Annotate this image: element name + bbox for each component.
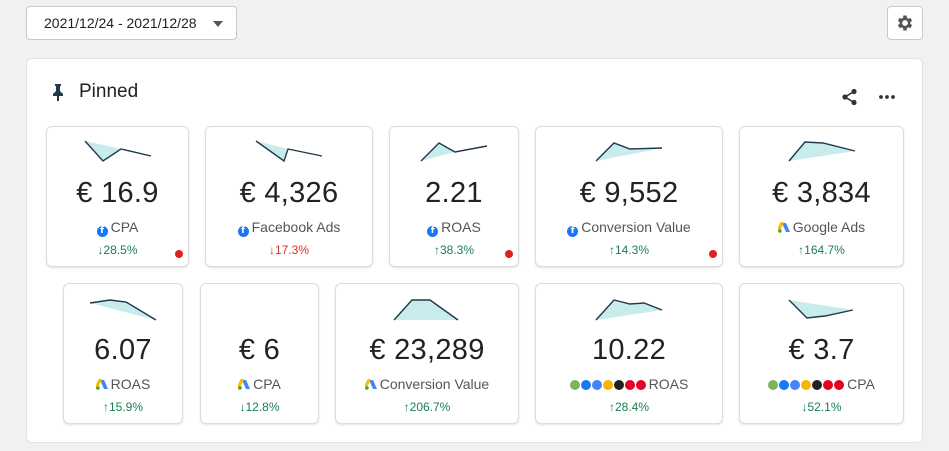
date-range-label: 2021/12/24 - 2021/12/28	[44, 15, 197, 31]
metric-change: ↑164.7%	[798, 243, 845, 257]
facebook-icon: f	[96, 226, 108, 237]
metric-change: ↓28.5%	[97, 243, 138, 257]
metric-label-text: ROAS	[648, 376, 689, 392]
facebook-icon: f	[567, 226, 579, 237]
metric-card[interactable]: € 16.9 f CPA ↓28.5%	[46, 126, 189, 267]
metric-label-text: Conversion Value	[379, 376, 490, 392]
metric-label-text: ROAS	[441, 219, 481, 235]
metric-change: ↓52.1%	[801, 400, 842, 414]
metric-change: ↑28.4%	[608, 400, 650, 414]
metric-change: ↑206.7%	[403, 400, 451, 414]
metric-label-text: Google Ads	[792, 219, 866, 235]
share-button[interactable]	[841, 88, 859, 111]
google-ads-icon	[236, 377, 251, 393]
pin-icon	[53, 84, 63, 101]
metric-card[interactable]: € 3.7 CPA ↓52.1%	[739, 283, 904, 424]
metric-label: f CPA	[47, 219, 188, 237]
metric-value: € 16.9	[76, 177, 159, 209]
metric-label: ROAS	[536, 376, 722, 392]
metric-change: ↑15.9%	[102, 400, 144, 414]
panel-header: Pinned	[51, 81, 138, 103]
metric-value: € 9,552	[579, 177, 679, 209]
more-options-button[interactable]	[878, 88, 896, 111]
metric-value: 2.21	[425, 177, 483, 209]
sparkline	[89, 299, 157, 321]
metric-card[interactable]: € 23,289 Conversion Value ↑206.7%	[335, 283, 519, 424]
more-horizontal-icon	[879, 95, 895, 99]
google-ads-icon	[776, 220, 790, 236]
multi-channel-icons	[768, 380, 845, 390]
metric-value: € 3,834	[772, 177, 871, 209]
sparkline	[787, 141, 855, 162]
metric-label: f Facebook Ads	[206, 219, 372, 237]
metric-card[interactable]: € 6 CPA ↓12.8%	[200, 283, 319, 424]
metric-label-text: Facebook Ads	[251, 219, 341, 235]
metric-card[interactable]: € 4,326 f Facebook Ads ↓17.3%	[205, 126, 373, 267]
metric-change: ↓17.3%	[268, 243, 310, 257]
metric-label-text: ROAS	[110, 376, 151, 392]
metric-label-text: CPA	[847, 376, 875, 392]
sparkline	[788, 299, 853, 319]
alert-dot	[709, 250, 717, 258]
sparkline	[255, 140, 323, 163]
alert-dot	[175, 250, 183, 258]
sparkline	[595, 142, 663, 162]
panel-title: Pinned	[79, 81, 139, 102]
metric-label: Conversion Value	[336, 376, 518, 393]
alert-dot	[505, 250, 513, 258]
metric-change: ↑38.3%	[433, 243, 475, 257]
metric-label: CPA	[201, 376, 318, 393]
share-icon	[842, 88, 857, 106]
metric-change: ↑14.3%	[608, 243, 650, 257]
settings-button[interactable]	[887, 6, 923, 40]
metric-card[interactable]: 10.22 ROAS ↑28.4%	[535, 283, 723, 424]
metric-change: ↓12.8%	[239, 400, 280, 414]
sparkline	[595, 299, 663, 321]
multi-channel-icons	[569, 380, 646, 390]
metric-label-text: CPA	[110, 219, 139, 235]
metric-label-text: CPA	[253, 376, 281, 392]
metric-value: € 4,326	[239, 177, 339, 209]
metric-value: € 23,289	[369, 334, 485, 366]
metric-label: Google Ads	[740, 219, 903, 236]
date-range-picker[interactable]: 2021/12/24 - 2021/12/28	[26, 6, 237, 40]
google-ads-icon	[363, 377, 377, 393]
facebook-icon: f	[427, 226, 439, 237]
metric-label-text: Conversion Value	[581, 219, 691, 235]
gear-icon	[897, 15, 913, 31]
facebook-icon: f	[237, 226, 249, 237]
metric-label: f Conversion Value	[536, 219, 722, 237]
google-ads-icon	[94, 377, 108, 393]
metric-label: CPA	[740, 376, 903, 392]
metric-value: 6.07	[94, 334, 152, 366]
metric-value: € 6	[238, 334, 281, 366]
sparkline	[393, 299, 459, 321]
caret-down-icon	[213, 21, 223, 27]
metric-card[interactable]: € 3,834 Google Ads ↑164.7%	[739, 126, 904, 267]
metric-card[interactable]: € 9,552 f Conversion Value ↑14.3%	[535, 126, 723, 267]
metric-card[interactable]: 2.21 f ROAS ↑38.3%	[389, 126, 519, 267]
metric-card[interactable]: 6.07 ROAS ↑15.9%	[63, 283, 183, 424]
metric-value: € 3.7	[788, 334, 855, 366]
sparkline	[83, 140, 151, 162]
sparkline	[420, 142, 488, 162]
metric-label: f ROAS	[390, 219, 518, 237]
metric-value: 10.22	[591, 334, 667, 366]
metric-label: ROAS	[64, 376, 182, 393]
